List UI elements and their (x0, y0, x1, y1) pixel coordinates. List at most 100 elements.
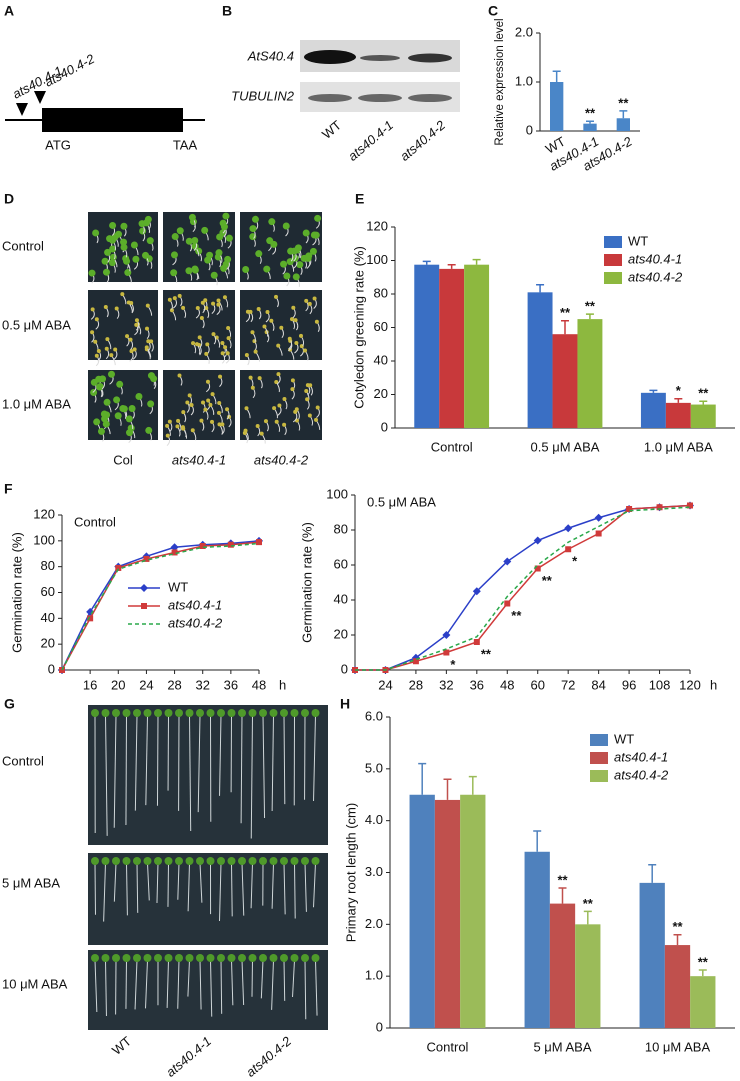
error-bar (586, 120, 594, 124)
cotyledon (120, 243, 128, 251)
cotyledon (220, 351, 225, 356)
leaf (91, 954, 99, 962)
y-tick-label: 20 (41, 636, 55, 651)
cotyledon (217, 400, 222, 405)
root (231, 862, 233, 917)
y-axis-label: Primary root length (cm) (343, 803, 358, 942)
cotyledon (282, 397, 287, 402)
cotyledon (269, 318, 274, 323)
root (241, 862, 245, 916)
leaf (206, 954, 215, 962)
bar (414, 264, 440, 428)
cotyledon (218, 374, 223, 379)
leaf (248, 709, 257, 717)
cotyledon (244, 352, 249, 357)
cotyledon (128, 337, 133, 342)
root (283, 862, 286, 915)
leaf (175, 857, 183, 865)
cotyledon (181, 410, 186, 415)
cotyledon (268, 218, 276, 226)
leaf (122, 954, 131, 962)
cotyledon (274, 294, 279, 299)
cotyledon (280, 260, 288, 268)
root (231, 959, 234, 1006)
cotyledon (129, 349, 134, 354)
root (313, 714, 316, 802)
x-tick-label: 1.0 μM ABA (644, 439, 713, 454)
insertion-marker (16, 103, 28, 116)
cotyledon (172, 296, 177, 301)
cotyledon (142, 251, 150, 259)
cotyledon (226, 336, 231, 341)
cotyledon (101, 257, 109, 265)
cotyledon (146, 339, 151, 344)
root (199, 959, 202, 1010)
y-tick-label: 0 (48, 661, 55, 676)
root (156, 862, 159, 903)
cotyledon (102, 268, 110, 276)
cotyledon (244, 406, 249, 411)
cotyledon (314, 319, 319, 324)
bar (524, 851, 550, 1028)
leaf (311, 709, 320, 717)
cotyledon (315, 405, 320, 410)
x-tick-label: Control (431, 439, 473, 454)
root (126, 862, 128, 916)
leaf (290, 954, 299, 962)
root (166, 959, 169, 1008)
x-tick-label: 84 (591, 677, 605, 692)
cotyledon (307, 301, 312, 306)
error-bar (552, 70, 561, 82)
cotyledon (145, 426, 153, 434)
gel-row-label: AtS40.4 (247, 48, 294, 63)
y-tick-label: 0 (376, 1019, 383, 1034)
cotyledon (146, 237, 154, 245)
cotyledon (199, 315, 204, 320)
bar (665, 402, 691, 428)
cotyledon (309, 247, 317, 255)
x-tick-label: 24 (378, 677, 392, 692)
panel-letter: F (4, 481, 13, 497)
significance: ** (672, 919, 683, 934)
cotyledon (294, 341, 299, 346)
y-tick-label: 2.0 (365, 916, 383, 931)
cotyledon (225, 351, 230, 356)
cotyledon (255, 250, 263, 258)
cotyledon (255, 423, 260, 428)
chart-title: Control (74, 514, 116, 529)
cotyledon (103, 411, 111, 419)
cotyledon (200, 300, 205, 305)
bar (640, 392, 666, 428)
cotyledon (175, 424, 180, 429)
leaf (269, 709, 278, 717)
root (125, 959, 127, 1009)
leaf (217, 954, 225, 962)
root (260, 959, 264, 999)
panel-letter: G (4, 696, 15, 712)
bar (464, 264, 490, 428)
bar (550, 82, 564, 131)
bar (664, 945, 691, 1028)
leaf (238, 709, 246, 717)
leaf (164, 857, 173, 865)
leaf (217, 857, 225, 865)
legend-swatch (590, 734, 608, 746)
cotyledon (308, 383, 313, 388)
cotyledon (109, 353, 114, 358)
photo-row-label: Control (2, 238, 44, 253)
root (145, 714, 148, 806)
cotyledon (298, 333, 303, 338)
bar (690, 404, 716, 428)
leaf (311, 954, 320, 962)
error-bar (698, 969, 707, 977)
bar (639, 882, 665, 1028)
x-tick-label: 24 (139, 677, 153, 692)
cotyledon (256, 307, 261, 312)
leaf (259, 954, 267, 962)
leaf (185, 709, 194, 717)
error-bar (418, 762, 427, 795)
leaf (101, 709, 110, 717)
root (294, 862, 296, 919)
y-tick-label: 1.0 (365, 968, 383, 983)
gel-lane-label: ats40.4-2 (397, 117, 449, 164)
